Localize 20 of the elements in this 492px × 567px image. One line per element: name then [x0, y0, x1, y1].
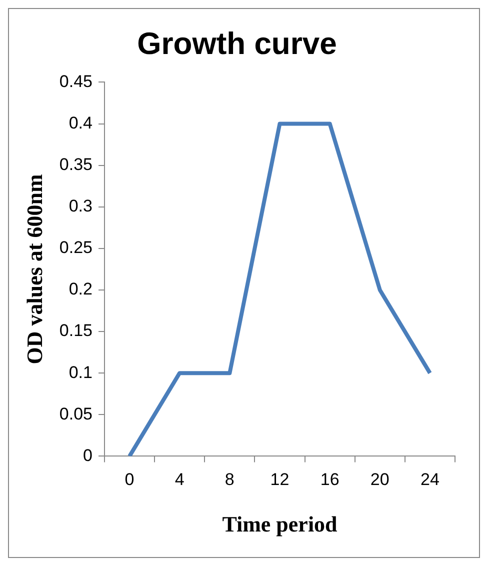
x-tick-label: 16 — [320, 470, 340, 490]
x-tick-label: 4 — [174, 470, 184, 490]
x-axis-title: Time period — [222, 511, 338, 536]
chart-title: Growth curve — [137, 26, 337, 62]
y-tick-label: 0.15 — [59, 321, 92, 340]
y-tick-label: 0.3 — [68, 196, 92, 216]
x-tick-label: 8 — [224, 470, 234, 490]
y-tick-label: 0.05 — [59, 404, 92, 424]
y-tick-label: 0.45 — [59, 72, 92, 91]
x-tick-label: 24 — [420, 470, 440, 490]
y-tick-label: 0.1 — [68, 362, 92, 382]
x-tick-label: 12 — [270, 470, 290, 490]
y-tick-label: 0 — [83, 446, 92, 465]
x-tick-label: 20 — [370, 470, 390, 490]
y-tick-label: 0.35 — [59, 155, 92, 174]
y-tick-label: 0.25 — [59, 238, 92, 258]
y-axis-title: OD values at 600nm — [22, 174, 47, 364]
y-tick-label: 0.4 — [68, 113, 92, 132]
x-tick-label: 0 — [124, 470, 134, 490]
y-tick-label: 0.2 — [68, 280, 92, 299]
